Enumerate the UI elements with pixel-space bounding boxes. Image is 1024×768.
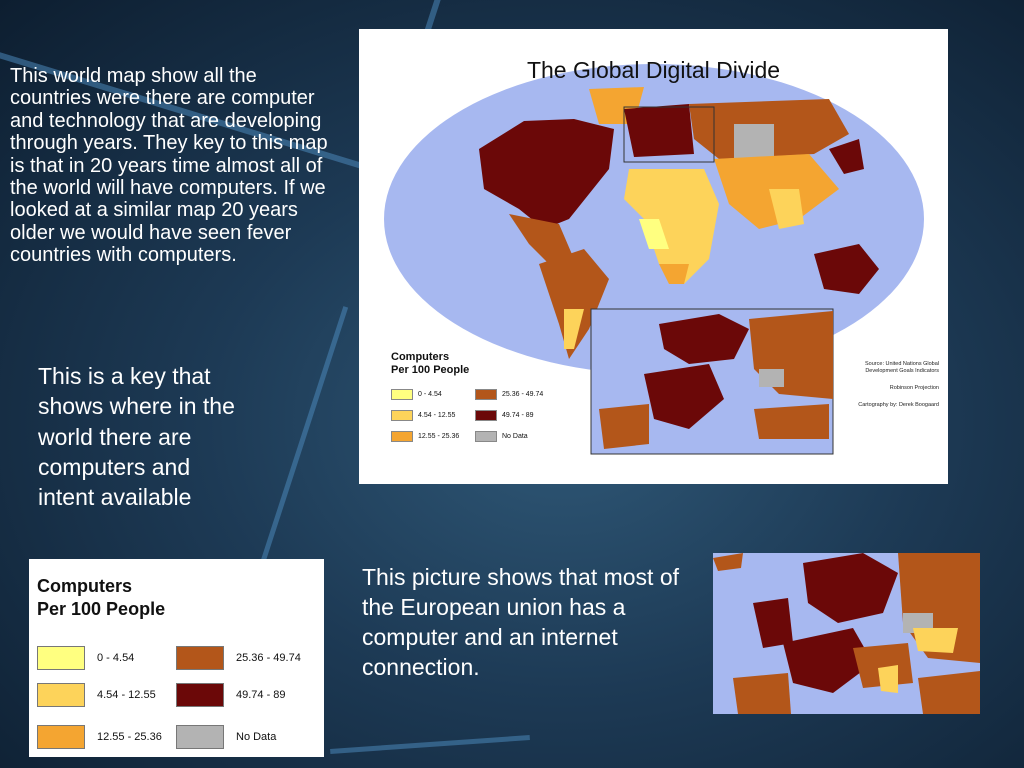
decor-stripe bbox=[256, 306, 349, 574]
legend-label: 12.55 - 25.36 bbox=[97, 731, 162, 743]
legend-swatch bbox=[37, 683, 85, 707]
key-description-text: This is a key that shows where in the wo… bbox=[38, 363, 235, 511]
map-legend-title-line2: Per 100 People bbox=[391, 363, 470, 376]
map-legend-item: 0 - 4.54 bbox=[391, 387, 442, 401]
legend-title: Computers Per 100 People bbox=[37, 575, 165, 620]
legend-item: 4.54 - 12.55 bbox=[37, 683, 156, 707]
legend-item: 25.36 - 49.74 bbox=[176, 646, 301, 670]
legend-item: No Data bbox=[176, 725, 276, 749]
legend-item: 12.55 - 25.36 bbox=[37, 725, 162, 749]
map-legend-item: 49.74 - 89 bbox=[475, 408, 534, 422]
legend-item: 49.74 - 89 bbox=[176, 683, 286, 707]
map-cartography-credit: Cartography by: Derek Boogaard bbox=[858, 401, 939, 408]
legend-label: 49.74 - 89 bbox=[236, 689, 286, 701]
legend-label: 25.36 - 49.74 bbox=[236, 652, 301, 664]
map-credits: Source: United Nations Global Developmen… bbox=[849, 361, 939, 419]
legend-swatch bbox=[176, 683, 224, 707]
map-legend-item: 25.36 - 49.74 bbox=[475, 387, 543, 401]
europe-description-text: This picture shows that most of the Euro… bbox=[362, 564, 680, 680]
legend-title-line2: Per 100 People bbox=[37, 598, 166, 619]
legend-swatch bbox=[176, 725, 224, 749]
europe-map-graphic bbox=[713, 553, 980, 714]
map-projection-credit: Robinson Projection bbox=[889, 384, 939, 391]
world-map-image: The Global Digital Divide Computers Per … bbox=[359, 29, 948, 484]
map-source-credit: Source: United Nations Global Developmen… bbox=[865, 361, 939, 374]
legend-item: 0 - 4.54 bbox=[37, 646, 134, 670]
legend-swatch bbox=[37, 725, 85, 749]
decor-stripe bbox=[330, 735, 530, 754]
map-title: The Global Digital Divide bbox=[526, 57, 781, 83]
map-legend: Computers Per 100 People 0 - 4.54 4.54 -… bbox=[391, 351, 566, 442]
map-legend-title-line1: Computers bbox=[391, 351, 450, 363]
europe-map-image bbox=[713, 553, 980, 714]
world-map-graphic bbox=[384, 64, 924, 455]
legend-title-line1: Computers bbox=[37, 576, 133, 596]
legend-image: Computers Per 100 People 0 - 4.54 4.54 -… bbox=[29, 559, 324, 757]
map-legend-item: 4.54 - 12.55 bbox=[391, 408, 455, 422]
map-legend-item: 12.55 - 25.36 bbox=[391, 429, 459, 443]
legend-label: 4.54 - 12.55 bbox=[97, 689, 156, 701]
map-legend-item: No Data bbox=[475, 429, 528, 443]
legend-label: No Data bbox=[236, 731, 277, 743]
map-description-text: This world map show all the countries we… bbox=[10, 65, 328, 267]
legend-label: 0 - 4.54 bbox=[97, 652, 135, 664]
legend-swatch bbox=[176, 646, 224, 670]
legend-swatch bbox=[37, 646, 85, 670]
